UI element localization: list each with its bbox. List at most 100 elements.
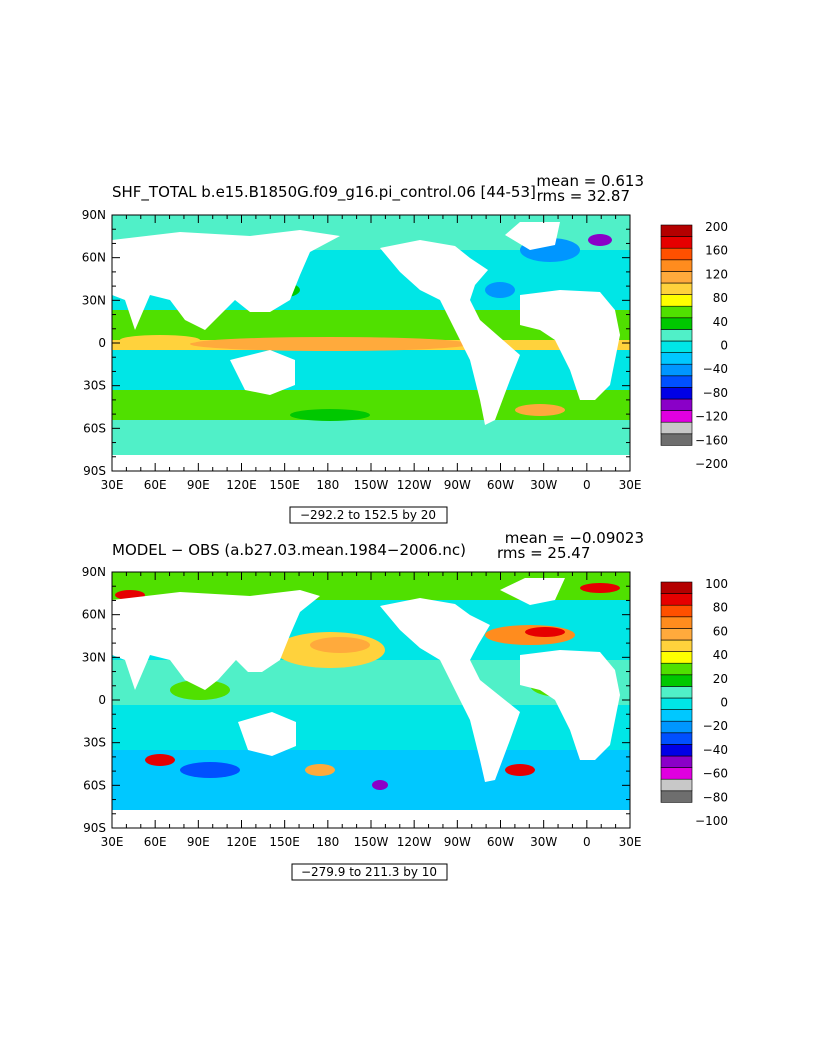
colorbar-label: −40 [703,362,728,376]
y-tick-label: 0 [98,693,106,707]
panel-2-range-box [291,863,448,881]
panel-2: MODEL − OBS (a.b27.03.mean.1984−2006.nc)… [82,529,728,881]
colorbar-label: −120 [695,410,728,424]
colorbar-label: 60 [713,624,728,638]
colorbar-box [660,236,693,249]
colorbar-box [660,363,693,377]
x-tick-label: 30E [101,478,124,492]
colorbar-box [660,352,693,365]
y-tick-label: 90N [82,565,106,579]
colorbar-box [660,329,693,342]
colorbar-label: 20 [713,672,728,686]
panel-1-map [112,215,630,471]
y-tick-label: 30S [83,736,106,750]
colorbar-box [660,604,693,618]
x-tick-label: 90W [444,478,471,492]
x-tick-label: 120E [226,835,257,849]
colorbar-label: −100 [695,814,728,828]
colorbar-box [660,317,693,330]
panel-1-colorbar: 200 160 120 80 40 0 −40 −80 −120 −160 −200 [660,220,728,471]
colorbar-box [660,593,693,606]
y-tick-label: 60S [83,778,106,792]
panel-2-title: MODEL − OBS (a.b27.03.mean.1984−2006.nc) [112,541,466,559]
colorbar-label: 160 [705,244,728,258]
colorbar-box [660,744,693,757]
colorbar-label: 0 [720,339,728,353]
colorbar-box [660,433,693,446]
colorbar-label: 100 [705,577,728,591]
colorbar-box [660,282,693,295]
x-tick-label: 60E [144,478,167,492]
x-tick-label: 180 [316,835,339,849]
x-tick-label: 150W [354,478,389,492]
panel-2-rms: rms = 25.47 [497,544,590,562]
colorbar-box [660,247,693,261]
colorbar-label: −160 [695,433,728,447]
panel-1-range-box [289,506,448,524]
x-tick-label: 60E [144,835,167,849]
colorbar-box [660,732,693,745]
panel-1-rms: rms = 32.87 [537,187,630,205]
panel-2-map [112,572,630,828]
colorbar-box [660,790,693,803]
x-tick-label: 30E [101,835,124,849]
colorbar-box [660,305,693,319]
colorbar-box [660,224,693,237]
y-tick-label: 60S [83,421,106,435]
x-tick-label: 90W [444,835,471,849]
colorbar-label: −80 [703,790,728,804]
y-tick-label: 90N [82,208,106,222]
colorbar-box [660,662,693,676]
colorbar-label: 0 [720,696,728,710]
y-tick-label: 0 [98,336,106,350]
colorbar-label: 200 [705,220,728,234]
x-tick-label: 90E [187,835,210,849]
x-tick-label: 150E [269,835,300,849]
colorbar-label: −60 [703,767,728,781]
colorbar-box [660,410,693,423]
x-tick-label: 120E [226,478,257,492]
colorbar-box [660,755,693,768]
colorbar-box [660,651,693,664]
x-tick-label: 0 [583,835,591,849]
colorbar-box [660,686,693,699]
colorbar-label: −200 [695,457,728,471]
x-tick-label: 150W [354,835,389,849]
panel-2-colorbar: 100 80 60 40 20 0 −20 −40 −60 −80 −100 [660,577,728,828]
colorbar-label: 80 [713,601,728,615]
panel-1-range-label: −292.2 to 152.5 by 20 [300,508,436,522]
colorbar-box [660,387,693,400]
colorbar-box [660,294,693,307]
colorbar-label: 80 [713,291,728,305]
y-tick-label: 60N [82,251,106,265]
panel-1: SHF_TOTAL b.e15.B1850G.f09_g16.pi_contro… [82,172,728,524]
y-tick-label: 30N [82,650,106,664]
colorbar-box [660,421,693,435]
panel-2-range-label: −279.9 to 211.3 by 10 [301,865,437,879]
colorbar-box [660,375,693,388]
x-tick-label: 30W [530,835,557,849]
x-tick-label: 30E [619,835,642,849]
x-tick-label: 120W [397,478,432,492]
colorbar-box [660,709,693,722]
colorbar-box [660,616,693,629]
colorbar-label: −40 [703,743,728,757]
panel-2-mean: mean = −0.09023 [505,529,644,547]
x-tick-label: 0 [583,478,591,492]
colorbar-label: −20 [703,719,728,733]
x-tick-label: 150E [269,478,300,492]
x-tick-label: 60W [487,835,514,849]
colorbar-box [660,639,693,652]
colorbar-label: 40 [713,315,728,329]
colorbar-box [660,340,693,353]
colorbar-box [660,767,693,780]
y-tick-label: 90S [83,464,106,478]
x-tick-label: 60W [487,478,514,492]
colorbar-box [660,271,693,284]
colorbar-box [660,398,693,411]
y-tick-label: 90S [83,821,106,835]
x-tick-label: 30W [530,478,557,492]
